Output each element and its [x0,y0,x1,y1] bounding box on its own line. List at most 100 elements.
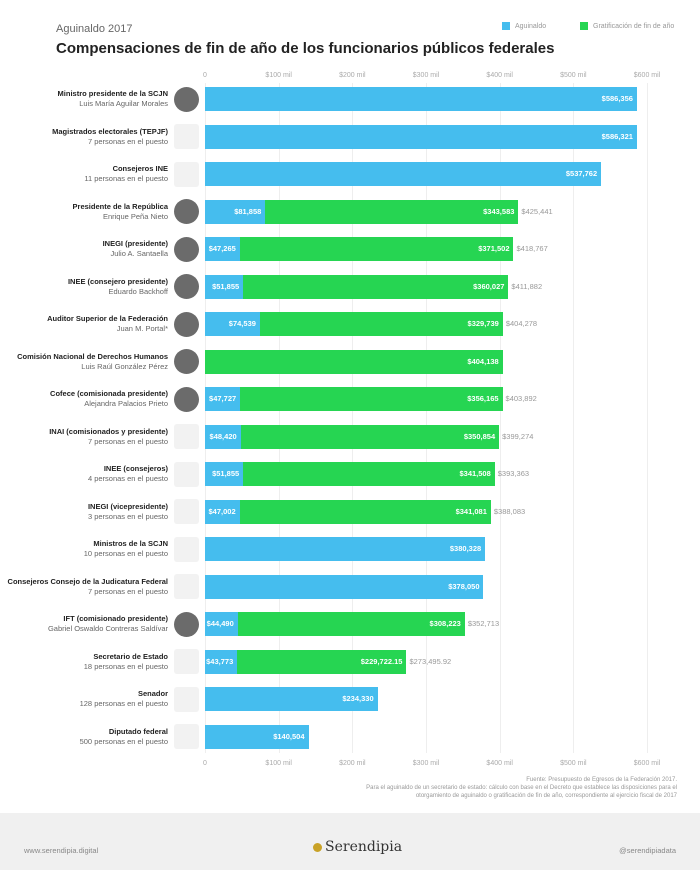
total-label: $393,363 [497,469,530,478]
value-label-aguinaldo: $51,855 [212,281,240,291]
total-label: $273,495.92 [409,656,452,666]
x-tick-label-bottom: $100 mil [265,760,292,767]
portrait-icon [174,199,199,224]
row-subtitle: 18 personas en el puesto [83,661,168,671]
bar-gratificacion [240,387,503,411]
gridline [573,83,575,753]
total-label: $418,767 [516,244,548,253]
value-label-aguinaldo: $140,504 [273,731,305,741]
value-label-aguinaldo: $47,265 [208,244,236,253]
x-tick-label-top: $500 mil [560,72,587,79]
portrait-icon [174,274,199,299]
row-subtitle: 7 personas en el puesto [87,586,168,596]
value-label-aguinaldo: $44,490 [206,619,234,628]
institution-logo-icon [174,499,199,524]
row-subtitle: Julio A. Santaella [110,249,168,258]
bar-gratificacion [243,462,495,486]
bar-aguinaldo [205,124,637,149]
total-label: $399,274 [502,431,534,441]
bar-gratificacion [240,424,500,449]
x-tick-label-bottom: $600 mil [633,760,661,767]
row-subtitle: 128 personas en el puesto [79,699,168,708]
gridline [205,83,206,753]
value-label-aguinaldo: $537,762 [565,169,598,178]
value-label-gratificacion: $341,508 [459,469,491,478]
legend-gratificacion: Gratificación de fin de año [580,22,674,30]
row-subtitle: Juan M. Portal* [116,324,168,333]
bar-aguinaldo [205,649,238,674]
row-title: Senador [137,689,168,698]
portrait-icon [174,86,199,112]
bar-aguinaldo [205,424,241,449]
row-title: Cofece (comisionada presidente) [50,389,168,398]
value-label-gratificacion: $350,854 [463,431,496,441]
value-label-gratificacion: $371,502 [478,244,510,253]
bar-gratificacion [237,612,465,636]
value-label-aguinaldo: $51,855 [212,469,240,478]
row-label: Secretario de Estado 18 personas en el pu… [84,652,168,672]
bar-gratificacion [259,312,503,336]
row-title: INAI (comisionados y presidente) [49,426,168,436]
x-tick-label-top: $300 mil [412,72,440,79]
row-subtitle: 500 personas en el puesto [79,736,168,746]
institution-logo-icon [174,686,199,712]
bar-gratificacion [239,499,491,524]
x-tick-label-top: $100 mil [265,72,292,79]
gridline [278,83,280,753]
chart-subtitle: Aguinaldo 2017 [56,23,133,35]
gridline [352,83,354,753]
row-subtitle: 3 personas en el puesto [87,511,168,521]
value-label-aguinaldo: $43,773 [206,656,234,666]
value-label-aguinaldo: $48,420 [209,431,237,441]
portrait-icon [174,611,199,637]
row-title: INEE (consejero presidente) [67,276,168,286]
bar-aguinaldo [205,574,484,599]
row-label: INEGI (presidente) Julio A. Santaella [103,239,168,259]
website-link[interactable]: www.serendipia.digital [24,846,99,855]
total-label: $425,441 [521,206,553,216]
row-label: Senador 128 personas en el puesto [80,689,168,709]
bar-gratificacion [205,349,503,374]
total-label: $388,083 [493,506,526,516]
social-handle[interactable]: @serendipiadata [619,846,676,855]
portrait-icon [174,236,199,262]
value-label-aguinaldo: $586,356 [601,94,633,103]
row-label: Presidente de la República Enrique Peña N… [73,202,168,222]
row-subtitle: 7 personas en el puesto [87,136,168,146]
row-title: Comisión Nacional de Derechos Humanos [17,351,168,361]
row-subtitle: Luis María Aguilar Morales [79,99,168,108]
value-label-aguinaldo: $378,050 [448,581,480,591]
value-label-aguinaldo: $47,002 [208,506,236,516]
source-notes: Fuente: Presupuesto de Egresos de la Fed… [366,776,677,800]
value-label-aguinaldo: $47,727 [209,394,237,403]
x-tick-label-top: 0 [203,72,207,79]
bar-aguinaldo [205,237,240,261]
portrait-icon [174,349,199,374]
bar-gratificacion [243,274,509,299]
gridline [647,83,648,753]
legend-aguinaldo: Aguinaldo [502,22,546,30]
x-tick-label-top: $400 mil [486,72,513,79]
row-label: IFT (comisionado presidente) Gabriel Oswa… [48,614,168,634]
total-label: $403,892 [505,394,537,403]
row-title: Consejeros Consejo de la Judicatura Fede… [7,576,168,586]
row-label: Ministro presidente de la SCJN Luis María… [58,89,168,109]
x-tick-label-bottom: $500 mil [560,760,587,767]
institution-logo-icon [174,424,199,449]
institution-logo-icon [174,574,199,599]
value-label-gratificacion: $343,583 [483,206,515,216]
bar-aguinaldo [205,499,240,524]
bar-aguinaldo [205,199,266,224]
value-label-gratificacion: $229,722.15 [360,656,403,666]
row-subtitle: Eduardo Backhoff [108,286,169,296]
bar-aguinaldo [205,274,244,299]
row-label: INEGI (vicepresidente) 3 personas en el p… [88,502,168,522]
row-title: Presidente de la República [72,201,168,211]
row-label: INAI (comisionados y presidente) 7 person… [49,427,168,447]
value-label-gratificacion: $360,027 [473,281,505,291]
institution-logo-icon [174,724,199,749]
institution-logo-icon [174,161,199,187]
row-title: Magistrados electorales (TEPJF) [52,126,168,136]
portrait-icon [174,311,199,337]
